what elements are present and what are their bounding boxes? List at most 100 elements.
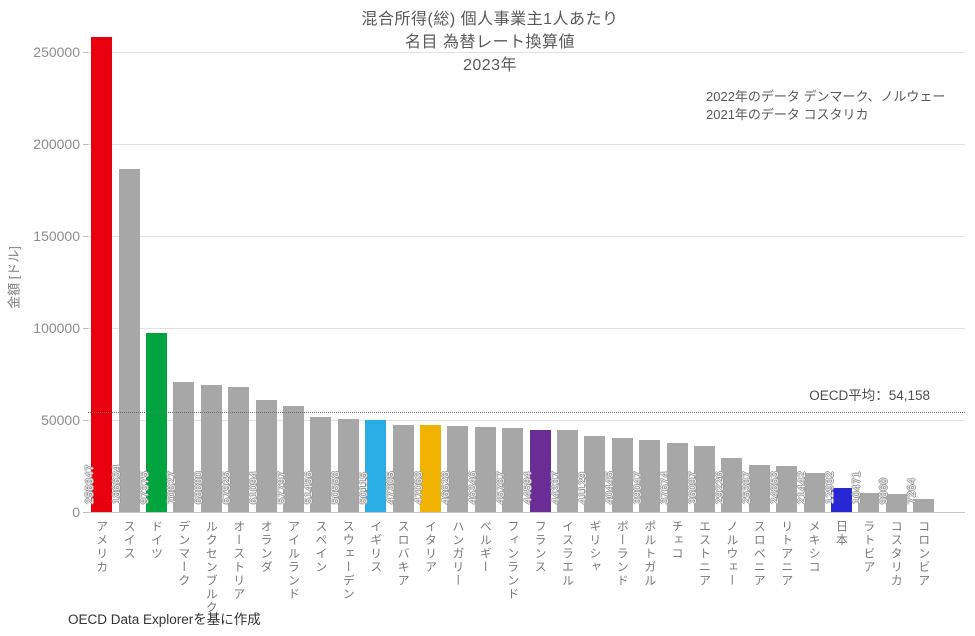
x-category-label: スイス	[122, 520, 137, 561]
bar	[474, 426, 496, 512]
x-category-label: 日本	[834, 520, 849, 547]
chart-title-line2: 名目 為替レート換算値	[405, 34, 575, 51]
oecd-average-label: OECD平均：54,158	[809, 388, 930, 403]
y-tick-mark	[83, 328, 88, 329]
grid-line	[88, 52, 965, 53]
x-category-label: イスラエル	[560, 520, 575, 588]
bar-value-label: 67925	[220, 470, 233, 504]
x-category-label: アイルランド	[286, 520, 301, 601]
y-tick-label: 200000	[33, 136, 80, 152]
x-category-label: フランス	[533, 520, 548, 574]
bar	[365, 419, 387, 512]
bar	[420, 425, 441, 512]
y-tick-mark	[83, 420, 88, 421]
bar-value-label: 51456	[302, 470, 315, 504]
bar	[831, 488, 852, 512]
data-year-note-line1: 2022年のデータ デンマーク、ノルウェー	[706, 89, 946, 104]
grid-line	[88, 144, 965, 145]
x-category-label: ベルギー	[478, 520, 493, 574]
y-tick-label: 100000	[33, 320, 80, 336]
bar-value-label: 68880	[193, 470, 206, 504]
x-category-label: イギリス	[368, 520, 383, 574]
bar-value-label: 45787	[494, 470, 507, 504]
bar-value-label: 39047	[631, 470, 644, 504]
bar-value-label: 50558	[330, 470, 343, 504]
bar	[584, 436, 606, 512]
x-category-label: コスタリカ	[889, 520, 904, 588]
bar-value-label: 46346	[467, 470, 480, 504]
bar-value-label: 37674	[659, 470, 672, 504]
bar	[173, 381, 195, 512]
x-category-label: スロベニア	[752, 520, 767, 588]
x-category-label: ラトビア	[861, 520, 876, 574]
y-tick-mark	[83, 144, 88, 145]
x-category-label: ドイツ	[149, 520, 164, 561]
bar	[146, 332, 167, 512]
bar	[858, 492, 880, 512]
bar-value-label: 24853	[768, 470, 781, 504]
x-category-label: オーストリア	[231, 520, 246, 601]
grid-line	[88, 328, 965, 329]
grid-line	[88, 236, 965, 237]
y-tick-mark	[83, 512, 88, 513]
grid-line	[88, 420, 965, 421]
x-axis-line	[88, 512, 965, 513]
bar	[310, 417, 332, 512]
x-category-label: ハンガリー	[450, 520, 465, 588]
bar	[721, 458, 743, 512]
bar	[502, 427, 524, 512]
data-year-note: 2022年のデータ デンマーク、ノルウェー 2021年のデータ コスタリカ	[706, 88, 945, 124]
bar-value-label: 46628	[439, 470, 452, 504]
x-category-label: スロバキア	[396, 520, 411, 588]
bar	[283, 405, 304, 512]
bar-value-label: 258347	[83, 464, 96, 504]
x-category-label: リトアニア	[779, 520, 794, 588]
x-category-label: スペイン	[313, 520, 328, 574]
x-category-label: ノルウェー	[724, 520, 739, 588]
bar-value-label: 10471	[850, 470, 863, 504]
bar	[529, 429, 551, 512]
bar-value-label: 70827	[165, 470, 178, 504]
bar	[255, 399, 277, 512]
bar	[776, 466, 798, 512]
bar	[666, 442, 688, 512]
bar-value-label: 29226	[713, 470, 726, 504]
bar-value-label: 21442	[796, 470, 809, 504]
chart-title-line1: 混合所得(総) 個人事業主1人あたり	[361, 11, 619, 28]
bar-value-label: 44337	[549, 470, 562, 504]
x-category-label: ルクセンブルク	[204, 520, 219, 615]
bar-value-label: 47063	[412, 470, 425, 504]
x-category-label: デンマーク	[176, 520, 191, 588]
x-category-label: アメリカ	[94, 520, 109, 574]
chart-title-line3: 2023年	[462, 57, 518, 74]
source-note: OECD Data Explorerを基に作成	[68, 612, 261, 627]
bar	[228, 387, 250, 512]
bar	[447, 426, 469, 512]
y-tick-label: 0	[72, 504, 80, 520]
y-tick-label: 50000	[41, 412, 80, 428]
bar-value-label: 25387	[741, 470, 754, 504]
bar	[803, 472, 825, 512]
x-category-label: オランダ	[259, 520, 274, 574]
bar-value-label: 9860	[878, 477, 891, 504]
bar	[557, 430, 578, 512]
bar-value-label: 186634	[111, 464, 124, 504]
x-category-label: フィンランド	[505, 520, 520, 601]
bar-value-label: 40445	[604, 470, 617, 504]
data-year-note-line2: 2021年のデータ コスタリカ	[706, 107, 869, 122]
x-category-label: ギリシャ	[587, 520, 602, 574]
x-category-label: スウェーデン	[341, 520, 356, 601]
bar-value-label: 7264	[905, 477, 918, 504]
average-line	[88, 412, 965, 414]
bar	[748, 465, 770, 512]
bar-value-label: 41129	[576, 471, 589, 504]
bar	[200, 385, 222, 512]
bar-value-label: 57797	[275, 470, 288, 504]
bar-value-label: 44594	[522, 470, 535, 504]
bar	[91, 36, 113, 512]
bar	[885, 493, 907, 512]
chart-title: 混合所得(総) 個人事業主1人あたり 名目 為替レート換算値 2023年	[50, 8, 930, 77]
x-category-label: コロンビア	[916, 520, 931, 588]
bar-value-label: 50115	[357, 471, 370, 504]
